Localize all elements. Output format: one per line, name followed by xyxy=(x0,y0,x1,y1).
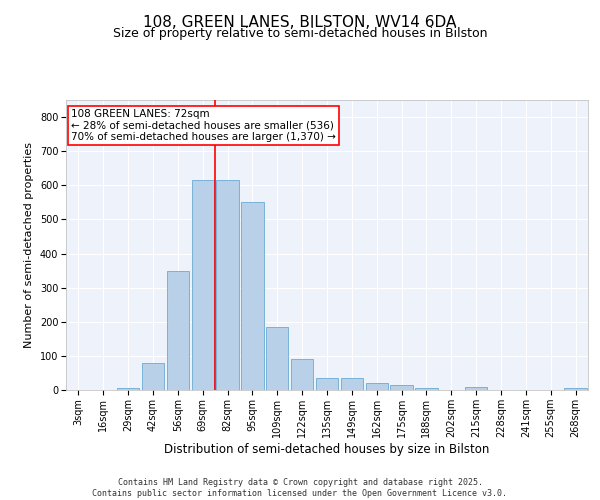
Text: 108 GREEN LANES: 72sqm
← 28% of semi-detached houses are smaller (536)
70% of se: 108 GREEN LANES: 72sqm ← 28% of semi-det… xyxy=(71,108,336,142)
Bar xyxy=(142,362,164,390)
Bar xyxy=(465,386,487,390)
Bar xyxy=(415,388,437,390)
Bar xyxy=(167,270,189,390)
Bar xyxy=(565,388,587,390)
Bar xyxy=(217,180,239,390)
Y-axis label: Number of semi-detached properties: Number of semi-detached properties xyxy=(25,142,34,348)
Text: Size of property relative to semi-detached houses in Bilston: Size of property relative to semi-detach… xyxy=(113,28,487,40)
Bar xyxy=(341,378,363,390)
Bar xyxy=(365,383,388,390)
Bar xyxy=(241,202,263,390)
Bar xyxy=(266,327,289,390)
Bar xyxy=(391,385,413,390)
Text: Contains HM Land Registry data © Crown copyright and database right 2025.
Contai: Contains HM Land Registry data © Crown c… xyxy=(92,478,508,498)
Bar xyxy=(191,180,214,390)
X-axis label: Distribution of semi-detached houses by size in Bilston: Distribution of semi-detached houses by … xyxy=(164,442,490,456)
Text: 108, GREEN LANES, BILSTON, WV14 6DA: 108, GREEN LANES, BILSTON, WV14 6DA xyxy=(143,15,457,30)
Bar xyxy=(291,360,313,390)
Bar xyxy=(316,378,338,390)
Bar xyxy=(117,388,139,390)
